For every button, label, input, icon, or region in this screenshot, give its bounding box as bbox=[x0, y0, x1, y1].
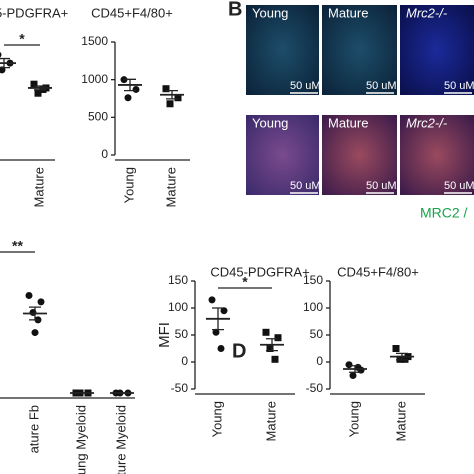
data-point bbox=[345, 361, 353, 369]
data-point bbox=[274, 334, 282, 342]
error-bar bbox=[212, 307, 224, 331]
scale-bar bbox=[290, 92, 472, 194]
y-tick-label: 0 bbox=[316, 354, 323, 368]
data-point bbox=[262, 328, 270, 336]
micrograph bbox=[246, 5, 319, 95]
y-tick-label: 50 bbox=[310, 327, 324, 341]
scale-bar-label: 50 uM bbox=[290, 180, 321, 192]
x-tick-label: Young bbox=[209, 401, 224, 437]
panel-letter: B bbox=[228, 0, 242, 20]
micrographs: Young Mature Mrc2-/- Young Mature Mrc2-/… bbox=[246, 5, 474, 221]
y-tick-label: 1500 bbox=[81, 34, 108, 48]
data-point bbox=[31, 329, 39, 337]
micrograph bbox=[400, 5, 474, 95]
column-label: Young bbox=[252, 115, 288, 130]
column-label: Mature bbox=[328, 5, 368, 20]
x-tick-label: Young bbox=[346, 401, 361, 437]
chart-title: CD45+F4/80+ bbox=[91, 5, 173, 20]
chart-title: CD45+F4/80+ bbox=[337, 264, 419, 279]
x-tick-label: Mature bbox=[393, 401, 408, 441]
scale-bar-label: 50 uM bbox=[366, 80, 397, 92]
column-label: Mrc2-/- bbox=[406, 5, 448, 20]
x-tick-label: Mature bbox=[263, 401, 278, 441]
y-tick-label: 100 bbox=[168, 300, 188, 314]
data-point bbox=[174, 94, 182, 102]
micrograph bbox=[322, 115, 397, 195]
data-point bbox=[212, 328, 220, 336]
scale-bar-label: 50 uM bbox=[444, 180, 474, 192]
scale-bar-label: 50 uM bbox=[366, 180, 397, 192]
significance-label: * bbox=[19, 31, 25, 47]
data-point bbox=[166, 100, 174, 108]
error-bar bbox=[29, 306, 41, 321]
error-bar bbox=[0, 57, 10, 69]
data-point bbox=[37, 298, 45, 306]
error-bar bbox=[34, 85, 46, 91]
data-point bbox=[0, 51, 2, 58]
micrograph bbox=[400, 115, 474, 195]
data-point bbox=[349, 372, 357, 379]
scale-bar-label: 50 uM bbox=[444, 80, 474, 92]
data-point bbox=[392, 345, 400, 352]
significance-label: * bbox=[242, 274, 248, 290]
y-tick-label: 0 bbox=[181, 354, 188, 368]
column-label: Mature bbox=[328, 115, 368, 130]
micrograph bbox=[246, 115, 319, 195]
panel-letter: D bbox=[232, 340, 246, 362]
x-tick-label: Mature bbox=[163, 167, 178, 207]
chart-title: 45-PDGFRA+ bbox=[0, 5, 68, 20]
stain-label: MRC2 / bbox=[420, 205, 468, 221]
chart-title: CD45-PDGFRA+ bbox=[210, 264, 309, 279]
x-tick-label: Young Myeloid bbox=[73, 405, 88, 474]
error-bar bbox=[166, 89, 178, 100]
data-point bbox=[266, 345, 274, 352]
significance-label: ** bbox=[12, 238, 23, 254]
y-tick-label: -50 bbox=[171, 381, 189, 395]
x-tick-label: Mature bbox=[31, 167, 46, 207]
data-point bbox=[220, 307, 228, 315]
scale-bar-label: 50 uM bbox=[290, 80, 321, 92]
error-bar bbox=[349, 365, 361, 373]
micrograph bbox=[322, 5, 397, 95]
y-tick-label: -50 bbox=[306, 381, 324, 395]
y-tick-label: 150 bbox=[303, 273, 323, 287]
data-point bbox=[124, 94, 132, 102]
y-tick-label: 50 bbox=[175, 327, 189, 341]
scale-bars: 50 uM 50 uM 50 uM 50 uM 50 uM 50 uM bbox=[290, 80, 474, 192]
y-tick-label: 0 bbox=[101, 147, 108, 161]
data-point bbox=[271, 355, 279, 363]
y-tick-label: 500 bbox=[88, 110, 108, 124]
data-point bbox=[217, 345, 225, 352]
y-axis-label: MFI bbox=[156, 322, 173, 348]
error-bar bbox=[396, 352, 408, 361]
error-bar bbox=[124, 78, 136, 92]
data-point bbox=[34, 89, 42, 97]
x-tick-label: ature Fb bbox=[26, 405, 41, 453]
data-point bbox=[162, 85, 170, 93]
y-tick-label: 150 bbox=[168, 273, 188, 287]
x-tick-label: Mature Myeloid bbox=[113, 405, 128, 474]
data-point bbox=[25, 291, 33, 299]
data-point bbox=[30, 80, 38, 88]
data-point bbox=[208, 296, 216, 304]
y-tick-label: 100 bbox=[303, 300, 323, 314]
y-tick-label: 1000 bbox=[81, 72, 108, 86]
data-point bbox=[132, 85, 140, 93]
column-label: Mrc2-/- bbox=[406, 115, 448, 130]
error-bar bbox=[266, 338, 278, 352]
column-label: Young bbox=[252, 5, 288, 20]
x-tick-label: Young bbox=[121, 167, 136, 203]
